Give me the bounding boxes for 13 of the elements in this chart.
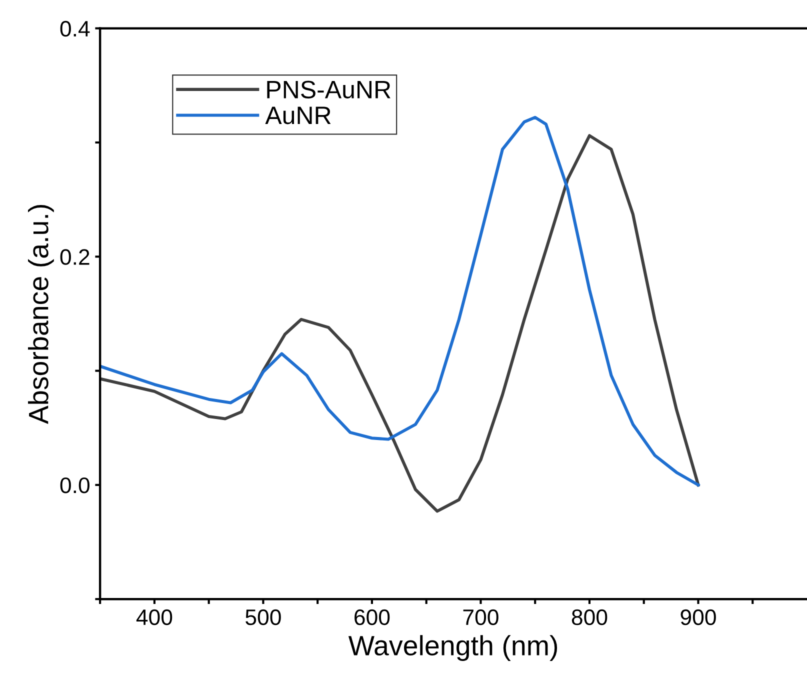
x-tick-label: 600 — [354, 609, 390, 626]
x-tick-label: 900 — [680, 609, 716, 626]
x-tick-label: 400 — [136, 609, 172, 626]
y-axis-title: Absorbance (a.u.) — [28, 205, 54, 424]
y-tick-label: 0.4 — [60, 20, 90, 37]
x-tick-label: 500 — [246, 609, 281, 626]
legend-label: AuNR — [265, 106, 331, 124]
y-tick-label: 0.2 — [60, 249, 90, 265]
x-tick-label: 700 — [463, 609, 498, 626]
x-tick-label: 800 — [572, 609, 608, 626]
y-tick-label: 0.0 — [60, 477, 90, 494]
legend-label: PNS-AuNR — [267, 80, 390, 98]
x-axis-title: Wavelength (nm) — [348, 635, 558, 661]
